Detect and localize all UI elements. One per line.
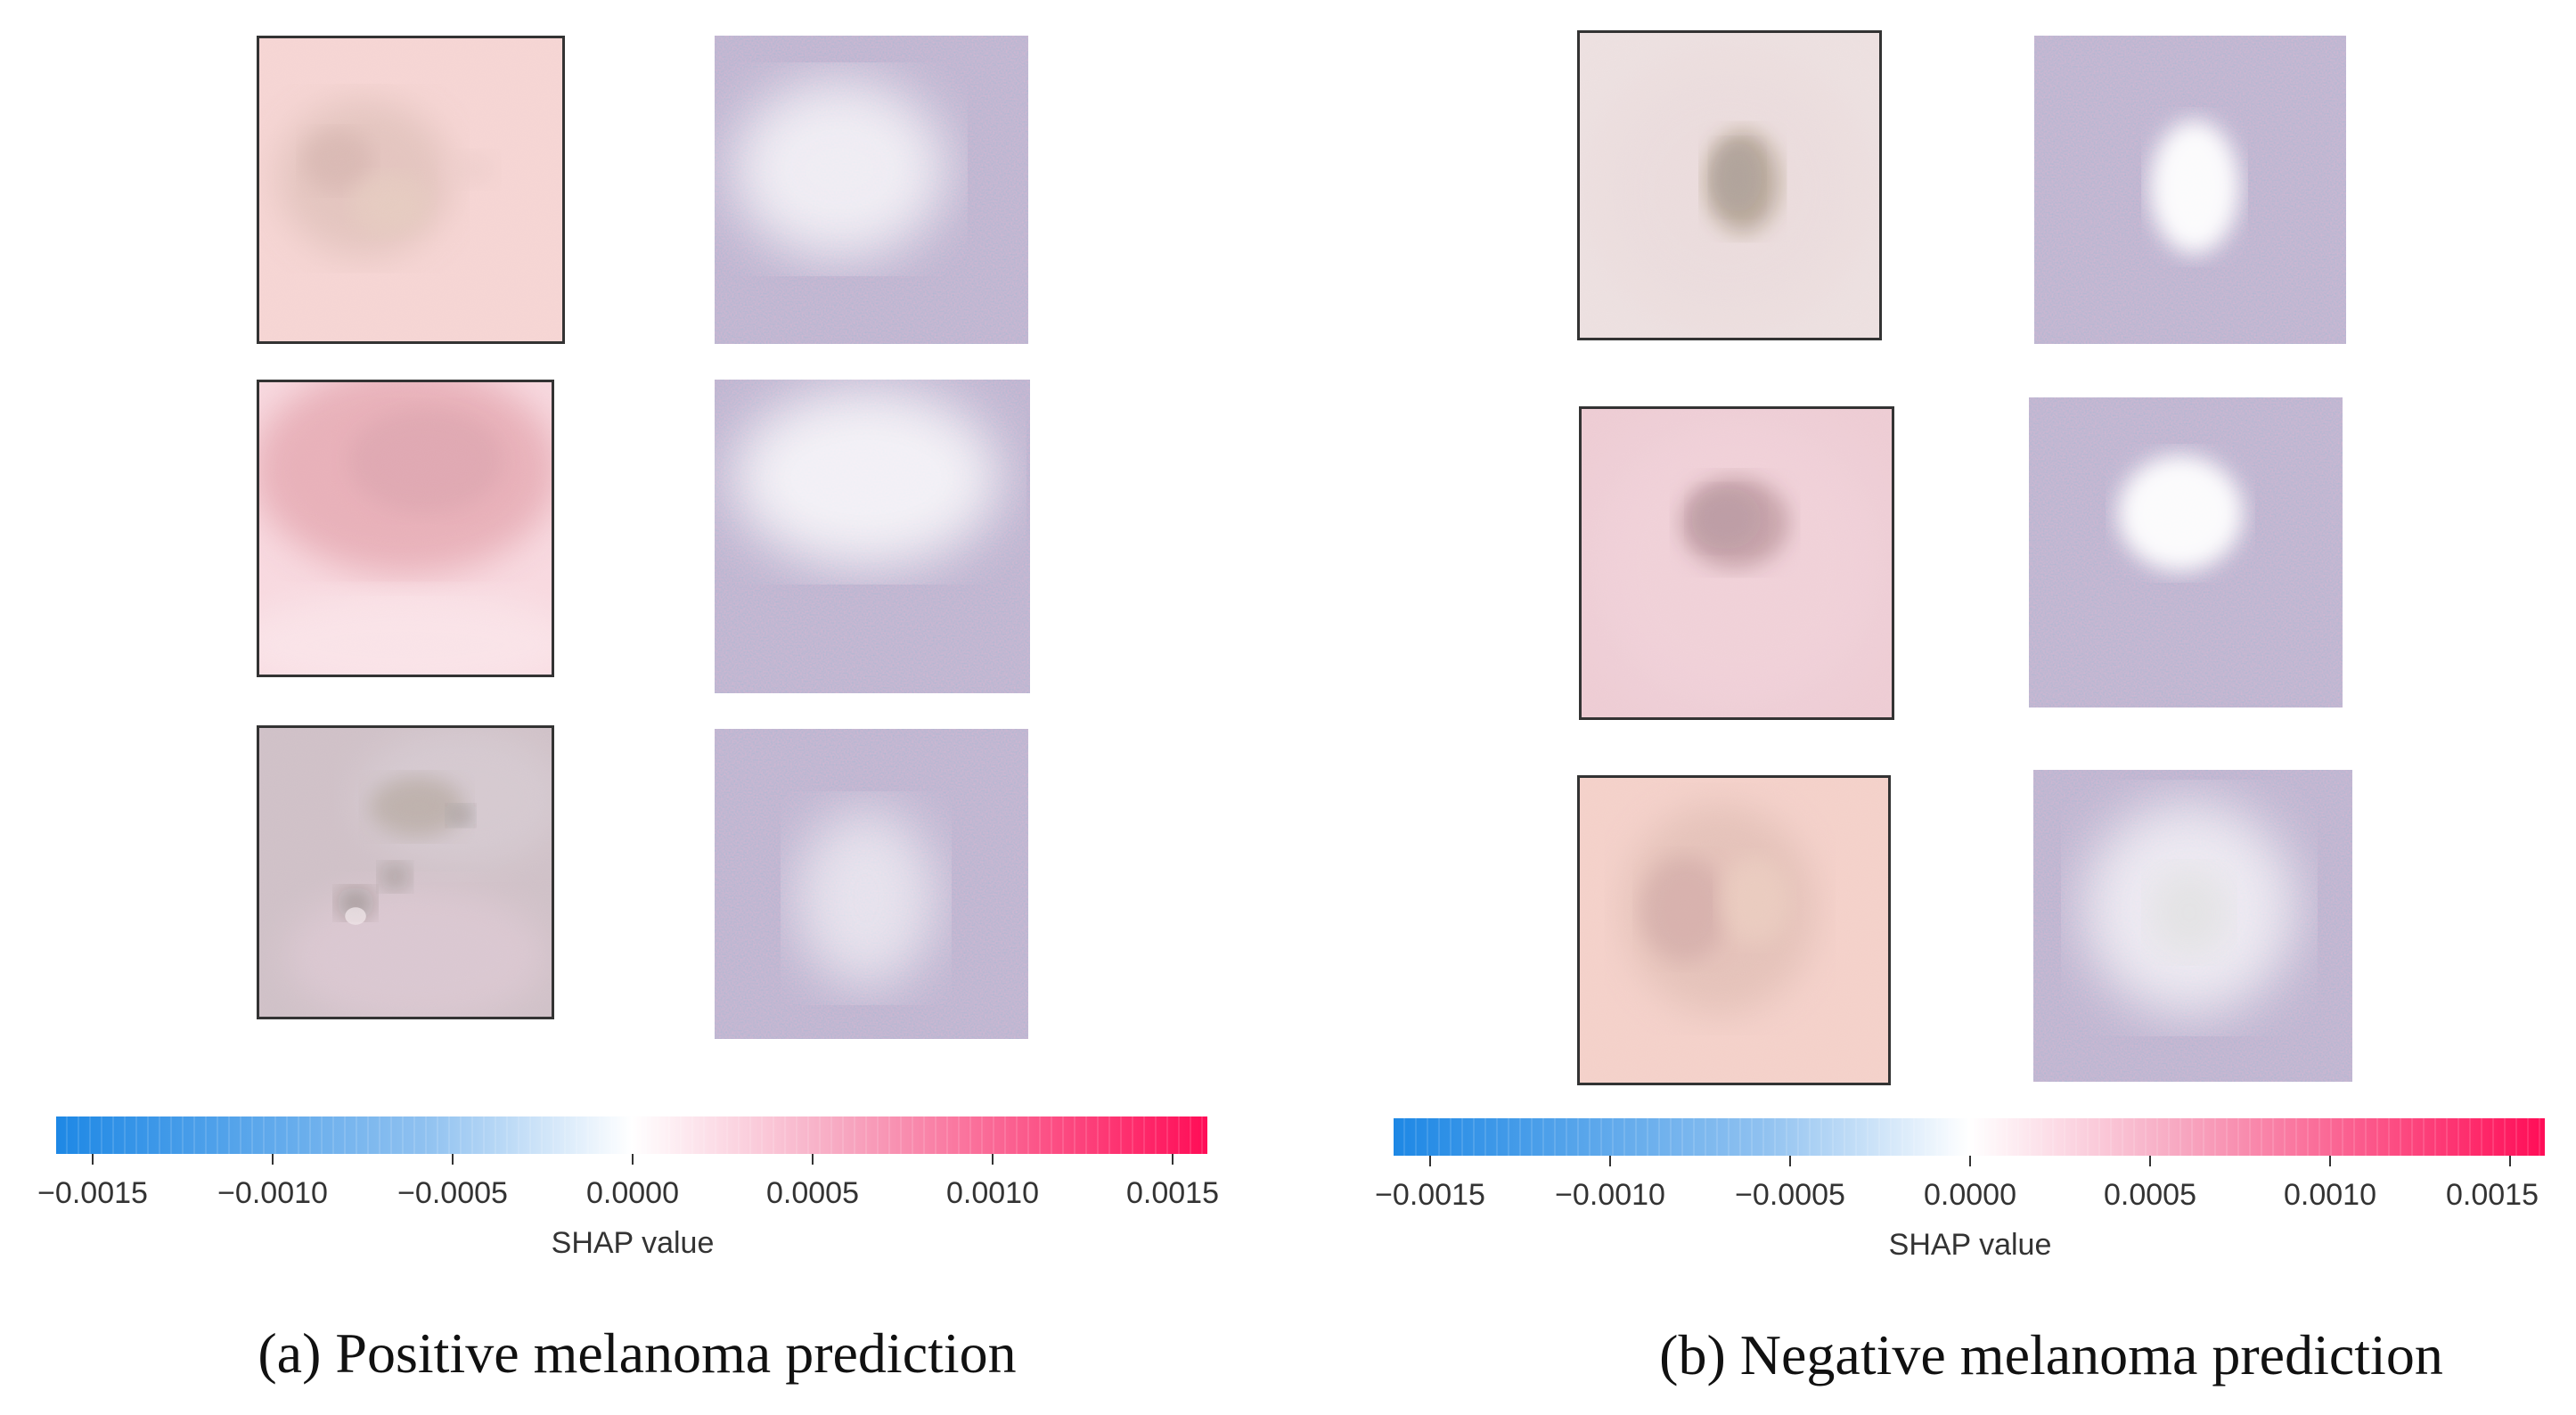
shap-map-a3-drawing	[715, 729, 1028, 1039]
panel-caption: (a) Positive melanoma prediction	[258, 1321, 1017, 1385]
tick-label: −0.0005	[1735, 1178, 1845, 1212]
tick-mark	[92, 1154, 94, 1165]
shap-map-b1-drawing	[2034, 36, 2346, 344]
lesion-image-a1-drawing	[259, 38, 562, 341]
tick-label: 0.0000	[586, 1176, 679, 1210]
lesion-image-a1	[257, 36, 565, 344]
tick-label: −0.0015	[1375, 1178, 1485, 1212]
tick-mark	[632, 1154, 634, 1165]
tick-label: 0.0005	[766, 1176, 859, 1210]
panel-positive-prediction: −0.0015 −0.0010 −0.0005 0.0000 0.0005 0.…	[37, 36, 1219, 1385]
shap-map-b3	[2033, 770, 2352, 1082]
tick-label: 0.0015	[1126, 1176, 1219, 1210]
tick-mark	[2509, 1156, 2511, 1166]
tick-label: −0.0015	[37, 1176, 148, 1210]
lesion-image-b1-drawing	[1580, 33, 1879, 338]
lesion-image-b1	[1577, 30, 1882, 340]
colorbar-label: SHAP value	[551, 1226, 715, 1260]
tick-mark	[992, 1154, 994, 1165]
tick-mark	[452, 1154, 454, 1165]
tick-mark	[1172, 1154, 1174, 1165]
shap-map-a3	[715, 729, 1028, 1039]
shap-map-b2	[2029, 397, 2343, 708]
tick-label: 0.0010	[2284, 1178, 2376, 1212]
tick-mark	[1969, 1156, 1971, 1166]
tick-mark	[1429, 1156, 1431, 1166]
tick-mark	[812, 1154, 814, 1165]
panel-negative-prediction: −0.0015 −0.0010 −0.0005 0.0000 0.0005 0.…	[1288, 0, 2576, 1415]
lesion-image-a3	[257, 725, 554, 1019]
shap-map-b1	[2034, 36, 2346, 344]
lesion-image-b3	[1577, 775, 1891, 1085]
tick-label: −0.0005	[397, 1176, 508, 1210]
tick-mark	[2329, 1156, 2331, 1166]
tick-label: 0.0010	[946, 1176, 1039, 1210]
tick-mark	[2149, 1156, 2151, 1166]
lesion-image-a3-drawing	[259, 728, 552, 1017]
lesion-image-b3-drawing	[1580, 778, 1888, 1083]
shap-map-a2-drawing	[715, 380, 1030, 693]
tick-label: −0.0010	[217, 1176, 328, 1210]
panel-caption: (b) Negative melanoma prediction	[1659, 1323, 2443, 1386]
colorbar-b	[1394, 1118, 2545, 1156]
tick-label: 0.0000	[1924, 1178, 2016, 1212]
shap-map-b3-drawing	[2033, 770, 2352, 1082]
tick-label: 0.0015	[2446, 1178, 2539, 1212]
tick-mark	[272, 1154, 274, 1165]
tick-label: −0.0010	[1555, 1178, 1665, 1212]
colorbar-a	[56, 1116, 1207, 1154]
shap-map-a2	[715, 380, 1030, 693]
lesion-image-b2-drawing	[1582, 409, 1892, 717]
shap-map-a1-drawing	[715, 36, 1028, 344]
shap-map-a1	[715, 36, 1028, 344]
tick-mark	[1609, 1156, 1611, 1166]
lesion-image-a2	[257, 380, 554, 677]
tick-label: 0.0005	[2104, 1178, 2196, 1212]
lesion-image-a2-drawing	[259, 382, 552, 675]
tick-mark	[1789, 1156, 1791, 1166]
shap-map-b2-drawing	[2029, 397, 2343, 708]
colorbar-label: SHAP value	[1888, 1228, 2052, 1262]
lesion-image-b2	[1579, 406, 1894, 720]
